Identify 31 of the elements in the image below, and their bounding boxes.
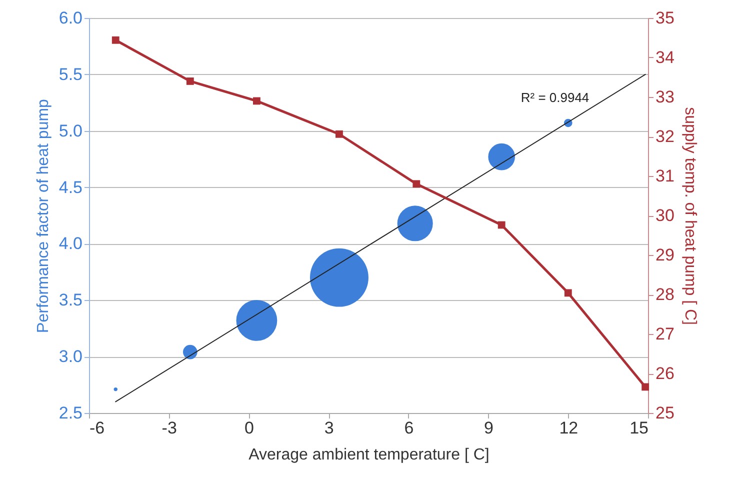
x-tick-label: 0 bbox=[244, 418, 254, 438]
y2-tick-label: 29 bbox=[656, 246, 674, 264]
annotation: R² = 0.9944 bbox=[520, 90, 590, 105]
y-tick-label: 5.0 bbox=[58, 121, 82, 140]
x-tick-label: -6 bbox=[90, 418, 105, 438]
y2-tick-label: 26 bbox=[656, 364, 674, 383]
y-tick-label: 6.0 bbox=[58, 8, 82, 28]
y2-tick-label: 33 bbox=[656, 88, 674, 106]
x-tick-label: 12 bbox=[559, 418, 578, 438]
x-tick-label: 6 bbox=[404, 418, 414, 438]
x-tick-label: 3 bbox=[324, 418, 334, 438]
y2-tick-label: 27 bbox=[656, 324, 674, 344]
y2-tick-label: 30 bbox=[656, 206, 674, 225]
y-tick-label: 3.5 bbox=[58, 290, 82, 310]
y-axis-title: Performance factor of heat pump bbox=[34, 98, 52, 333]
y-tick-label: 4.0 bbox=[58, 234, 82, 254]
x-tick-label: 9 bbox=[484, 418, 494, 438]
y2-axis-title: supply temp. of heat pump [ C] bbox=[681, 107, 698, 325]
y2-tick-label: 32 bbox=[656, 127, 674, 146]
y2-tick-label: 25 bbox=[656, 404, 674, 422]
y2-tick-label: 35 bbox=[656, 8, 674, 28]
y-tick-label: 4.5 bbox=[58, 178, 82, 197]
y2-tick-label: 31 bbox=[656, 166, 674, 186]
y2-tick-label: 28 bbox=[656, 285, 674, 304]
y-tick-label: 5.5 bbox=[58, 64, 82, 84]
x-tick-label: -3 bbox=[162, 418, 177, 438]
x-axis-title: Average ambient temperature [ C] bbox=[248, 446, 490, 464]
x-tick-label: 15 bbox=[630, 418, 648, 438]
y-tick-label: 3.0 bbox=[58, 347, 82, 366]
y-tick-label: 2.5 bbox=[58, 404, 82, 422]
y2-tick-label: 34 bbox=[656, 48, 674, 67]
